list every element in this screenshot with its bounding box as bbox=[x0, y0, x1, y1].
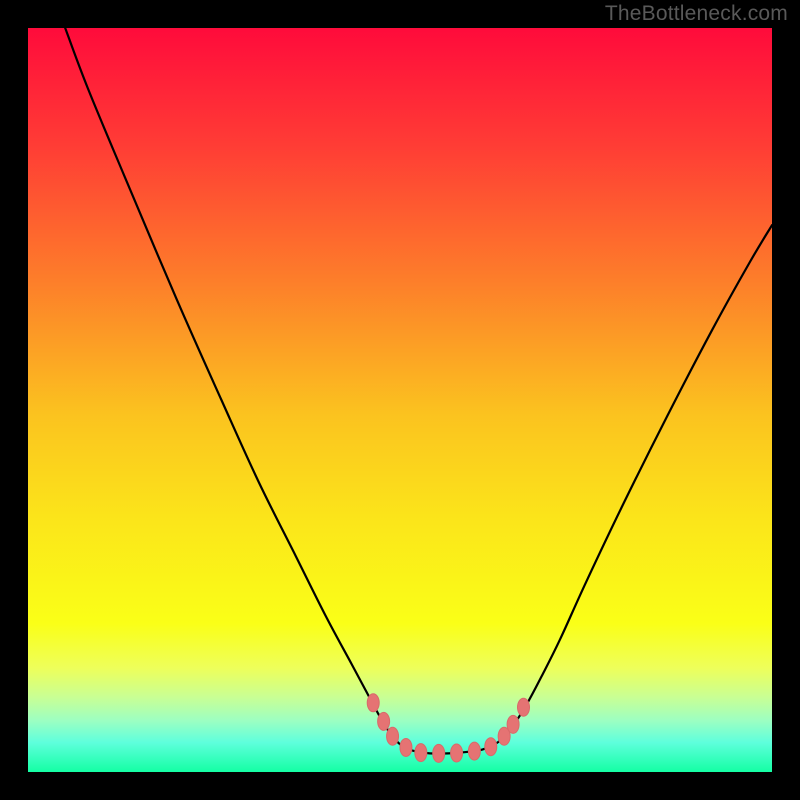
curve-marker bbox=[387, 727, 399, 745]
curve-marker bbox=[485, 738, 497, 756]
curve-marker bbox=[433, 744, 445, 762]
curve-marker bbox=[378, 712, 390, 730]
curve-marker bbox=[468, 742, 480, 760]
curve-marker bbox=[518, 698, 530, 716]
curve-marker bbox=[507, 715, 519, 733]
bottleneck-curve-chart bbox=[0, 0, 800, 800]
chart-plot-background bbox=[28, 28, 772, 772]
curve-marker bbox=[451, 744, 463, 762]
curve-marker bbox=[367, 694, 379, 712]
curve-marker bbox=[415, 744, 427, 762]
curve-marker bbox=[400, 738, 412, 756]
watermark-text: TheBottleneck.com bbox=[605, 2, 788, 26]
